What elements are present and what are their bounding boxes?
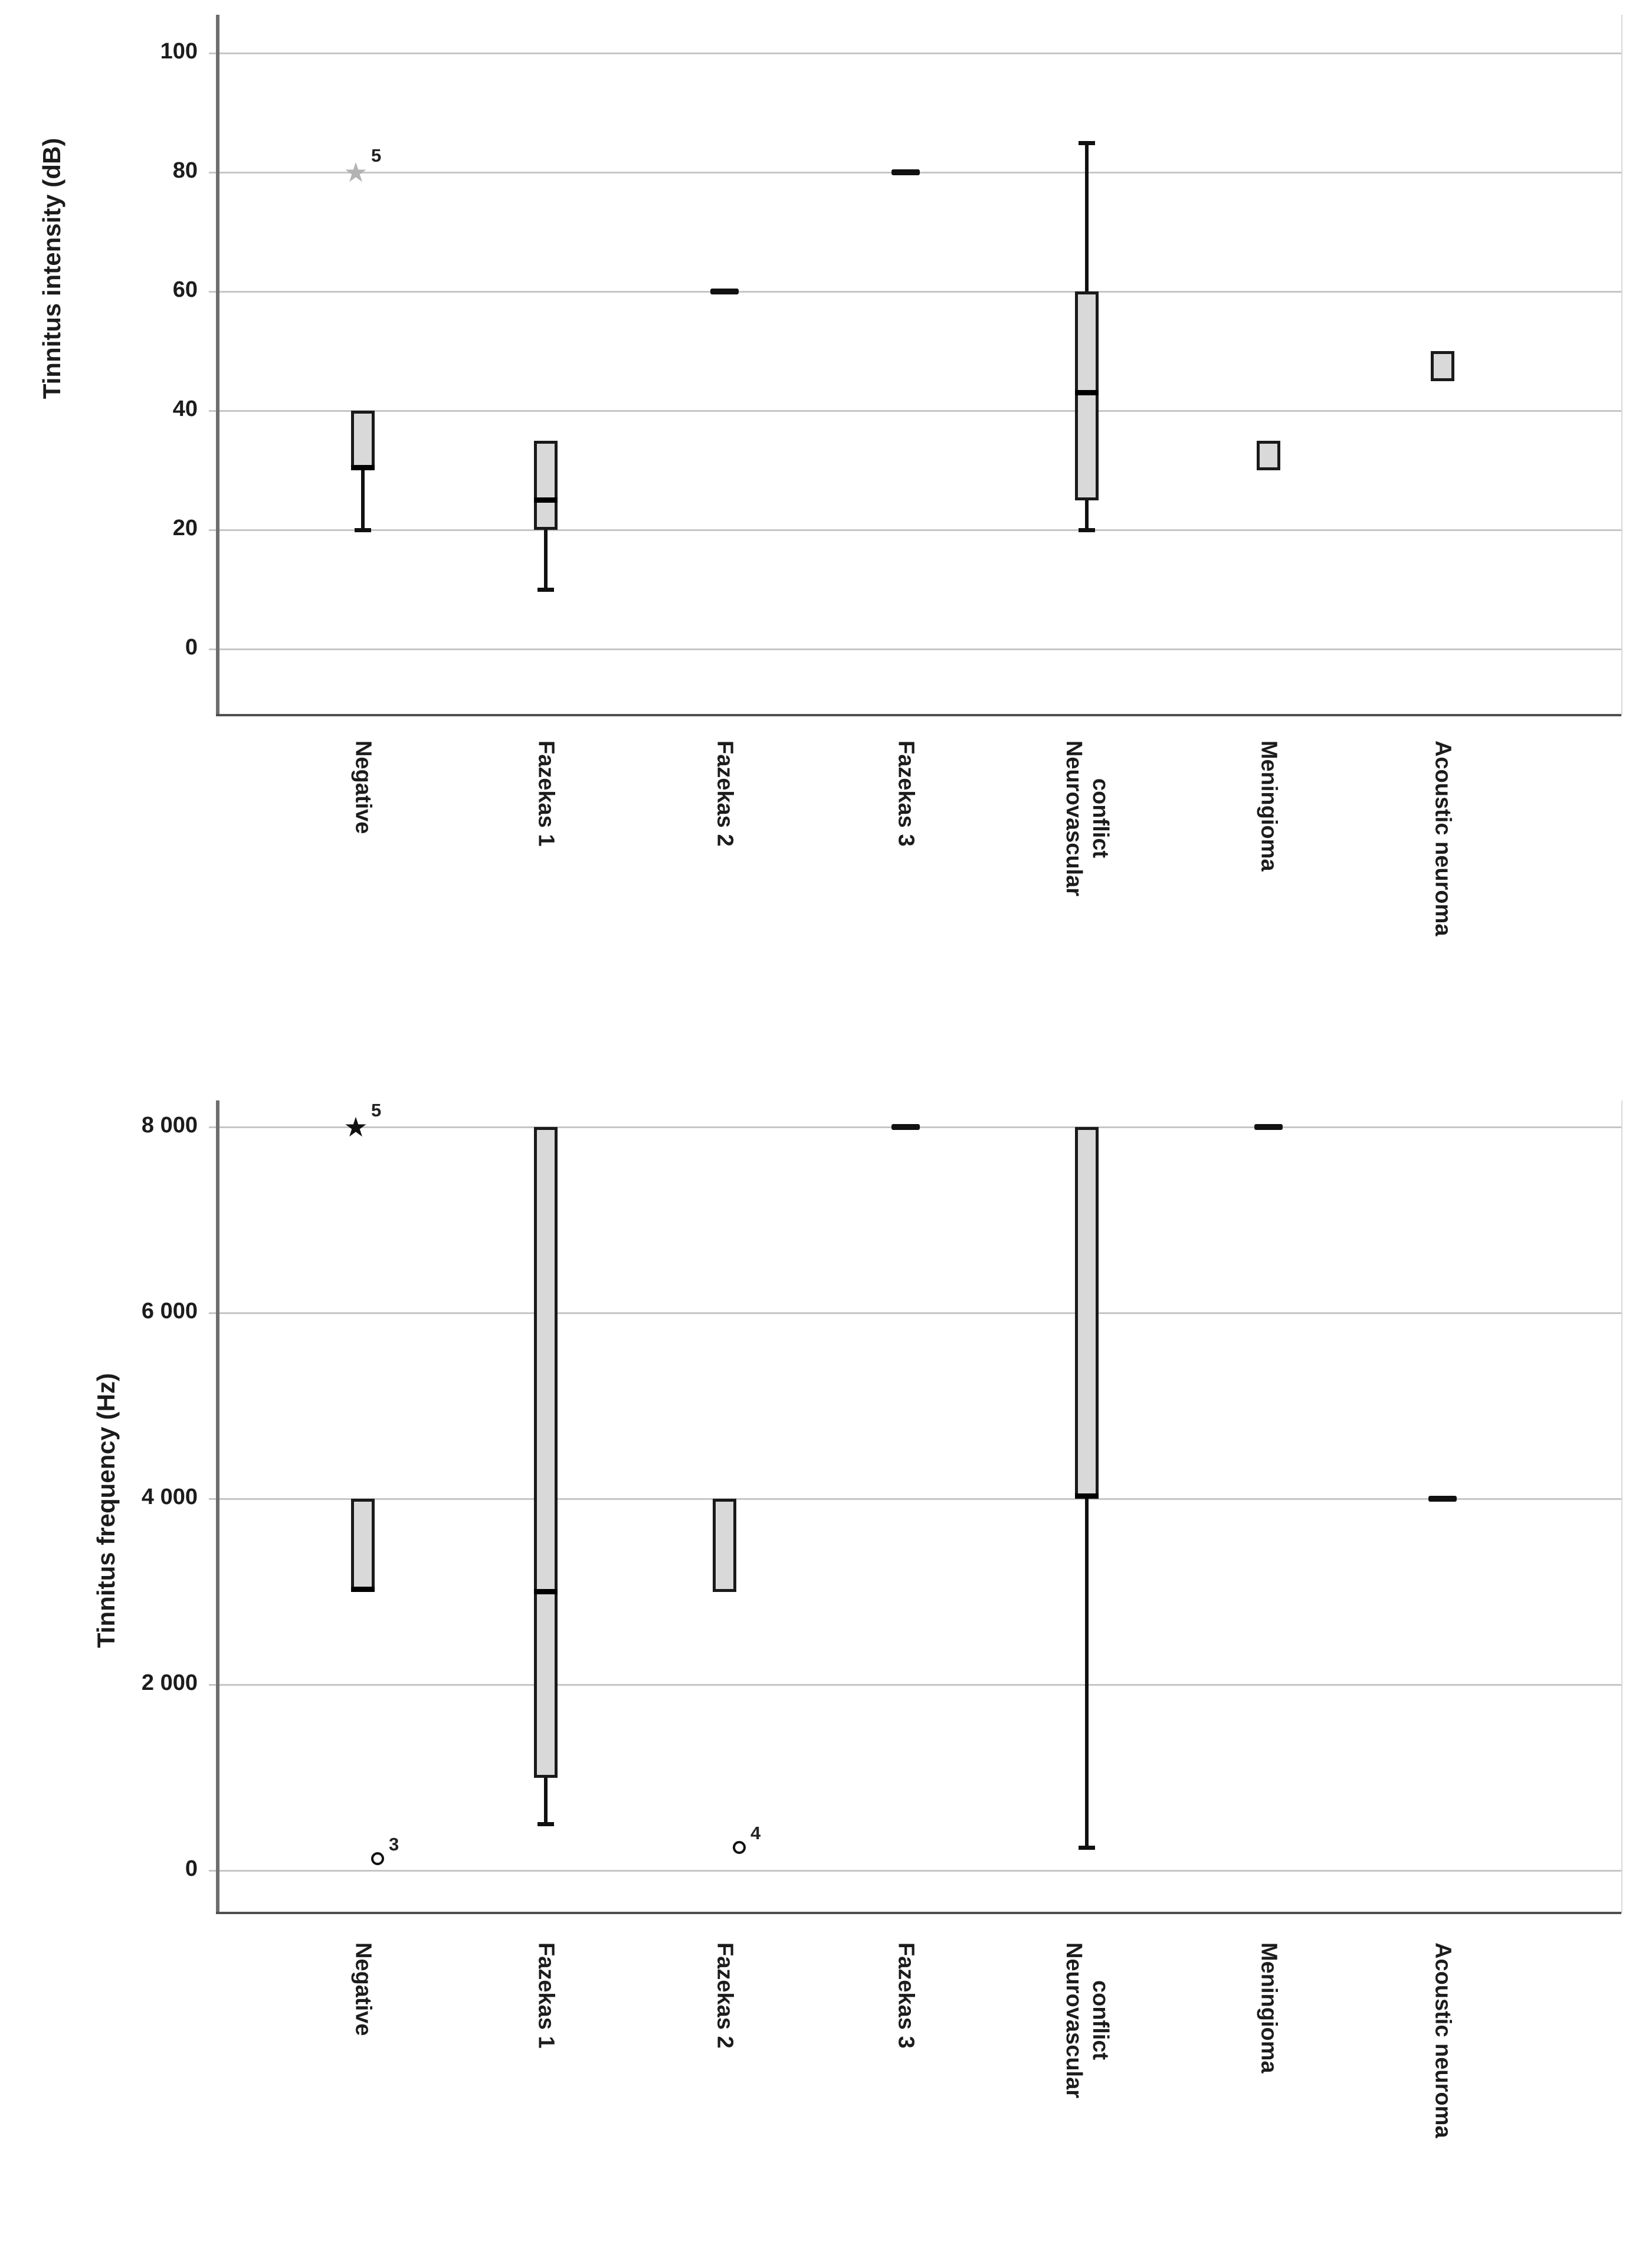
category-label: Fazekas 3 (893, 741, 919, 847)
outlier-label: 5 (371, 145, 382, 166)
single-value-dash (891, 1124, 920, 1130)
y-tick-label: 80 (172, 158, 198, 183)
outlier-circle-icon (733, 1840, 746, 1854)
whisker-line (1085, 142, 1089, 291)
category-label: Meningioma (1256, 1942, 1281, 2073)
single-value-dash (1254, 1124, 1283, 1130)
box (1075, 1127, 1099, 1499)
right-frame-line (1621, 1100, 1622, 1913)
bottom-frame-line (216, 1912, 1621, 1914)
single-value-dash (891, 169, 920, 175)
whisker-cap (537, 588, 554, 592)
gridline (209, 53, 1621, 54)
outlier-label: 3 (389, 1834, 399, 1855)
median-line (351, 1586, 375, 1592)
y-axis-line (216, 15, 219, 715)
gridline (209, 529, 1621, 531)
gridline (209, 410, 1621, 412)
median-line (534, 497, 558, 503)
whisker-cap (1079, 140, 1095, 145)
category-label: Neurovascular conflict (1061, 741, 1113, 897)
whisker-line (1085, 1499, 1089, 1847)
single-value-dash (1428, 1496, 1457, 1502)
median-line (351, 465, 375, 470)
category-label: Fazekas 2 (712, 1942, 738, 2049)
whisker-line (544, 1777, 548, 1824)
gridline (209, 1870, 1621, 1872)
box (534, 440, 558, 530)
whisker-line (361, 470, 365, 530)
median-line (534, 1589, 558, 1594)
category-label: Fazekas 3 (893, 1942, 919, 2049)
single-value-dash (710, 289, 739, 294)
y-tick-label: 8 000 (141, 1113, 198, 1138)
outlier-circle-icon (371, 1852, 384, 1866)
y-axis-title-intensity: Tinnitus intensity (dB) (38, 137, 65, 399)
category-label: Meningioma (1256, 741, 1281, 872)
outlier-label: 4 (750, 1822, 761, 1843)
category-label: Fazekas 1 (533, 1942, 559, 2049)
y-tick-label: 6 000 (141, 1299, 198, 1323)
y-tick-label: 60 (172, 277, 198, 302)
box (351, 411, 375, 470)
gridline (209, 648, 1621, 650)
y-tick-label: 0 (185, 1856, 198, 1881)
gridline (209, 1312, 1621, 1314)
median-line (1075, 390, 1099, 396)
category-label: Fazekas 2 (712, 741, 738, 847)
gridline (209, 1684, 1621, 1686)
y-axis-line (216, 1100, 219, 1913)
category-label: Acoustic neuroma (1430, 741, 1456, 936)
y-tick-label: 20 (172, 516, 198, 540)
category-label: Fazekas 1 (533, 741, 559, 847)
whisker-line (1085, 500, 1089, 530)
whisker-cap (537, 1822, 554, 1827)
y-tick-label: 40 (172, 397, 198, 421)
box (351, 1499, 375, 1592)
whisker-cap (1079, 1845, 1095, 1850)
gridline (209, 1498, 1621, 1500)
box (713, 1499, 736, 1592)
box (1431, 351, 1454, 381)
y-axis-title-frequency: Tinnitus frequency (Hz) (92, 1373, 120, 1648)
outlier-star-icon: ★ (343, 157, 368, 188)
bottom-frame-line (216, 714, 1621, 716)
whisker-cap (355, 528, 371, 532)
whisker-line (544, 530, 548, 589)
y-tick-label: 0 (185, 635, 198, 660)
category-label: Negative (350, 1942, 376, 2036)
median-line (1075, 1493, 1099, 1499)
category-label: Acoustic neuroma (1430, 1942, 1456, 2138)
gridline (209, 291, 1621, 293)
right-frame-line (1621, 15, 1622, 715)
whisker-cap (1079, 528, 1095, 532)
y-tick-label: 4 000 (141, 1485, 198, 1509)
y-tick-label: 100 (160, 39, 198, 64)
category-label: Negative (350, 741, 376, 834)
box (534, 1127, 558, 1778)
category-label: Neurovascular conflict (1061, 1942, 1113, 2099)
outlier-star-icon: ★ (343, 1112, 368, 1142)
box (1075, 291, 1099, 500)
box (1257, 440, 1280, 470)
y-tick-label: 2 000 (141, 1670, 198, 1695)
outlier-label: 5 (371, 1100, 382, 1121)
